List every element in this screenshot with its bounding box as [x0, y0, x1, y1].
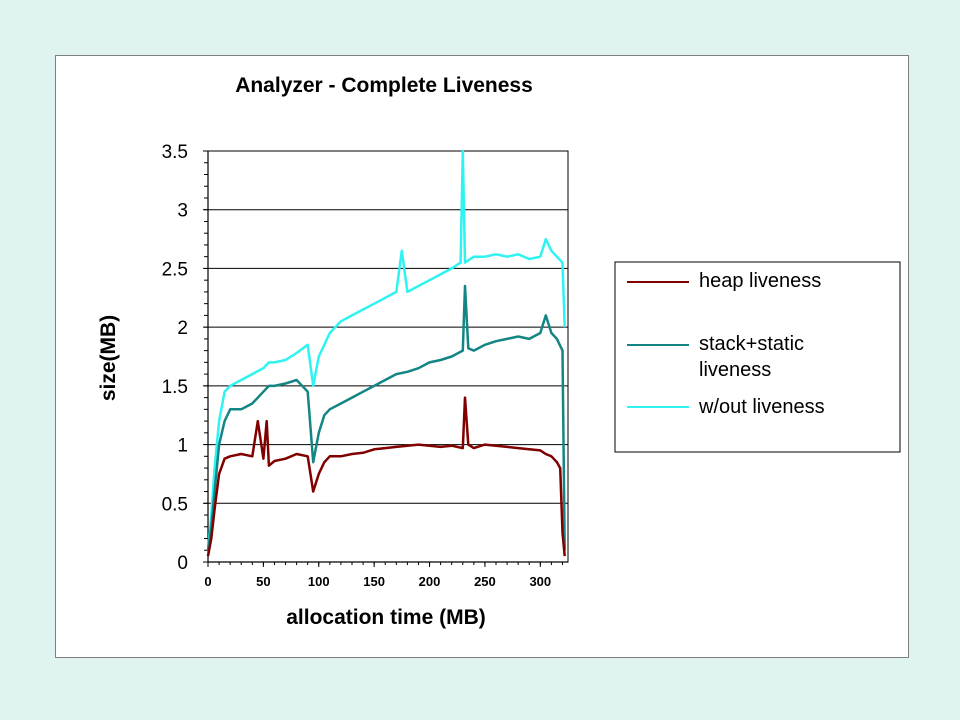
y-tick-label: 2.5 — [162, 259, 188, 280]
x-tick-labels: 0 50 100 150 200 250 300 — [204, 562, 551, 589]
chart-svg: Analyzer - Complete Liveness 0 0.5 1 1.5 2 2.… — [97, 74, 901, 629]
legend-label-stack-line2: liveness — [699, 359, 771, 381]
series-without-liveness — [206, 149, 566, 551]
y-minor-ticks — [204, 150, 208, 563]
y-tick-label: 3 — [177, 201, 188, 222]
legend-label-without: w/out liveness — [698, 396, 825, 418]
series-heap-liveness — [206, 396, 566, 557]
x-tick-label: 150 — [363, 574, 385, 589]
y-axis-label: size(MB) — [97, 315, 120, 401]
chart-title: Analyzer - Complete Liveness — [235, 74, 533, 97]
y-tick-label: 2 — [177, 318, 188, 339]
y-tick-label: 1.5 — [162, 377, 188, 398]
legend: heap liveness stack+static liveness w/ou… — [614, 261, 901, 453]
x-tick-label: 100 — [308, 574, 330, 589]
x-tick-label: 200 — [419, 574, 441, 589]
y-tick-label: 0.5 — [162, 494, 188, 515]
plot-area-border — [207, 150, 569, 563]
legend-box — [614, 261, 901, 453]
x-minor-ticks — [207, 562, 563, 565]
legend-label-heap: heap liveness — [699, 270, 821, 292]
x-tick-label: 300 — [529, 574, 551, 589]
series-lines — [206, 149, 566, 557]
y-tick-label: 3.5 — [162, 142, 188, 163]
legend-label-stack-line1: stack+static — [699, 333, 804, 355]
y-tick-label: 1 — [177, 436, 188, 457]
x-tick-label: 250 — [474, 574, 496, 589]
y-tick-label: 0 — [177, 553, 188, 574]
x-tick-label: 50 — [256, 574, 270, 589]
x-tick-label: 0 — [204, 574, 211, 589]
chart-frame: Analyzer - Complete Liveness 0 0.5 1 1.5 2 2.… — [55, 55, 909, 658]
x-axis-label: allocation time (MB) — [286, 606, 486, 629]
y-tick-labels: 0 0.5 1 1.5 2 2.5 3 3.5 — [162, 142, 208, 574]
series-stack-static-liveness — [206, 284, 566, 551]
